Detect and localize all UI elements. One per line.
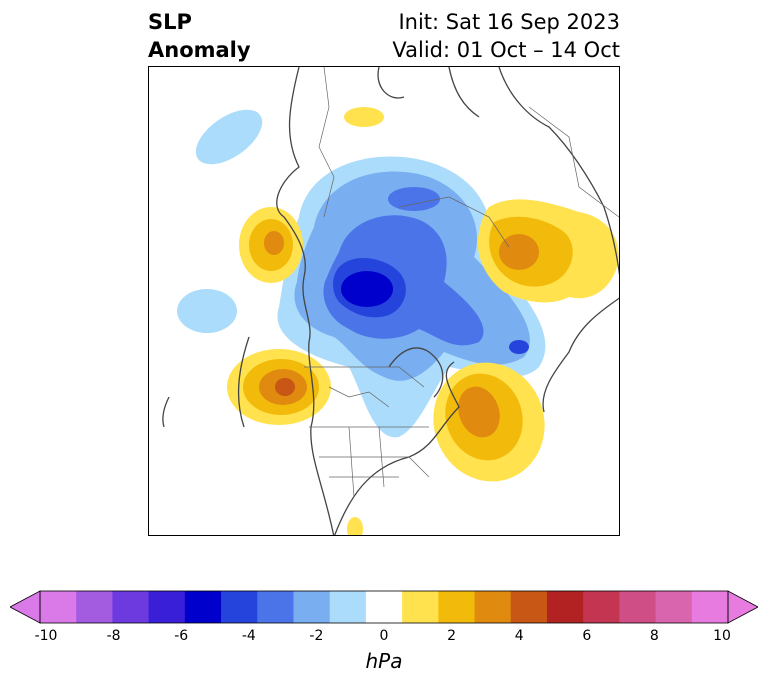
anomaly-pos-4-west [264, 231, 284, 255]
colorbar-outline [39, 590, 729, 624]
anomaly-neg-6 [341, 271, 393, 307]
anomaly-light-blue-north [195, 109, 263, 165]
colorbar-segment [438, 591, 476, 623]
colorbar-tick-label: -2 [309, 628, 324, 644]
colorbar-tick-label: 8 [649, 628, 659, 644]
colorbar-segment [148, 591, 186, 623]
valid-range: Valid: 01 Oct – 14 Oct [392, 38, 620, 62]
coastlines [162, 67, 619, 535]
map-title: SLP Anomaly [148, 8, 251, 64]
colorbar [10, 590, 758, 624]
colorbar-tick-label: -10 [34, 628, 58, 644]
anomaly-neg-small [509, 340, 529, 354]
colorbar-segment [510, 591, 548, 623]
anomaly-light-blue-west [177, 289, 237, 333]
colorbar-segment [184, 591, 222, 623]
anomaly-map [148, 66, 620, 536]
colorbar-under-arrow [10, 590, 41, 624]
colorbar-segment [474, 591, 512, 623]
colorbar-tick-label: -6 [174, 628, 189, 644]
anomaly-neg-north-4 [388, 187, 440, 211]
colorbar-segment [221, 591, 258, 623]
colorbar-segment [112, 591, 150, 623]
colorbar-tick-label: 4 [514, 628, 524, 644]
colorbar-segment [691, 591, 729, 623]
init-date: Init: Sat 16 Sep 2023 [398, 10, 620, 34]
colorbar-segment [293, 591, 331, 623]
colorbar-tick-label: 10 [713, 628, 731, 644]
anomaly-pos-4-east [499, 234, 539, 270]
colorbar-over-arrow [727, 590, 758, 624]
colorbar-unit-label: hPa [365, 649, 403, 673]
anomaly-pos-2-north [344, 107, 384, 127]
anomaly-pos-4-atlantic [458, 386, 500, 438]
colorbar-tick-label: 2 [447, 628, 457, 644]
colorbar-tick-label: -8 [106, 628, 121, 644]
title-line-1: SLP [148, 10, 192, 34]
colorbar-segment [619, 591, 657, 623]
colorbar-tick-label: 0 [379, 628, 389, 644]
colorbar-tick-label: 6 [582, 628, 592, 644]
colorbar-tick-label: -4 [241, 628, 256, 644]
colorbar-segment [257, 591, 294, 623]
anomaly-pos-small-south [347, 517, 363, 535]
country-borders [304, 67, 619, 498]
colorbar-segment [40, 591, 77, 623]
colorbar-segment [76, 591, 113, 623]
colorbar-segment [402, 591, 439, 623]
colorbar-segment [546, 591, 584, 623]
colorbar-segments [40, 591, 729, 623]
anomaly-pos-5-pacific [275, 378, 295, 396]
colorbar-segment [655, 591, 693, 623]
anomaly-map-svg [162, 67, 619, 535]
colorbar-segment [583, 591, 620, 623]
title-line-2: Anomaly [148, 38, 251, 62]
colorbar-segment [329, 591, 367, 623]
colorbar-segment [365, 591, 403, 623]
map-dates: Init: Sat 16 Sep 2023 Valid: 01 Oct – 14… [392, 8, 620, 64]
